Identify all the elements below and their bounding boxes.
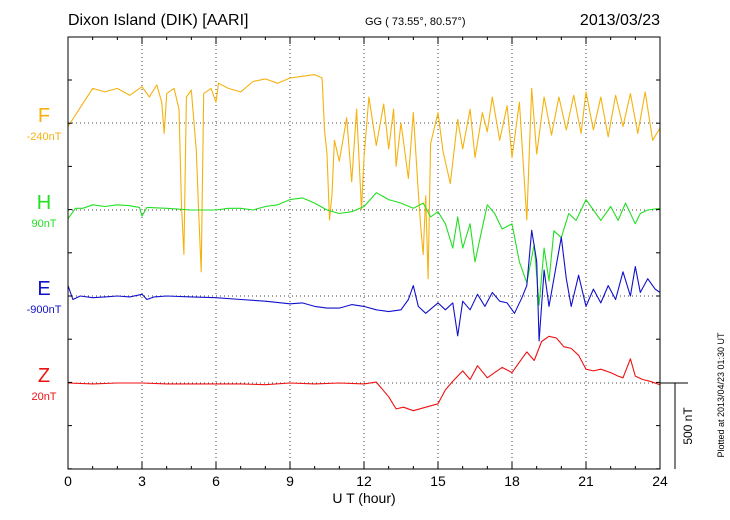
- scale-bar: 500 nT: [660, 382, 695, 469]
- x-tick-label: 18: [504, 473, 520, 489]
- scale-bar-label: 500 nT: [681, 407, 695, 445]
- x-tick-label: 0: [64, 473, 72, 489]
- legend-offset-z: 20nT: [31, 391, 56, 403]
- grid: [68, 37, 660, 469]
- x-axis-ticks: 0 3 6 9 12 15 18 21 24: [64, 37, 668, 489]
- x-tick-label: 3: [138, 473, 146, 489]
- series-line-e: [67, 229, 661, 342]
- series-lines: [67, 74, 661, 412]
- station-coordinates: GG ( 73.55°, 80.57°): [365, 16, 466, 28]
- x-tick-label: 15: [430, 473, 446, 489]
- x-tick-label: 6: [212, 473, 220, 489]
- x-tick-label: 24: [652, 473, 668, 489]
- legend-letter-e: E: [37, 278, 50, 300]
- station-title: Dixon Island (DIK) [AARI]: [68, 12, 249, 29]
- series-line-z: [67, 335, 661, 412]
- legend-offset-h: 90nT: [31, 218, 56, 230]
- legend-letter-z: Z: [38, 365, 50, 387]
- x-tick-label: 21: [578, 473, 594, 489]
- legend-offset-f: -240nT: [27, 131, 62, 143]
- x-tick-label: 12: [356, 473, 372, 489]
- legend-letter-f: F: [38, 105, 50, 127]
- series-legend: F -240nT H 90nT E -900nT Z 20nT: [27, 105, 62, 403]
- legend-offset-e: -900nT: [27, 304, 62, 316]
- series-line-f: [67, 74, 661, 280]
- series-line-h: [67, 192, 661, 306]
- x-tick-label: 9: [286, 473, 294, 489]
- x-axis-label: U T (hour): [332, 490, 395, 506]
- legend-letter-h: H: [37, 192, 51, 214]
- chart-date: 2013/03/23: [580, 12, 660, 29]
- plot-timestamp-note: Plotted at 2013/04/23 01:30 UT: [716, 332, 726, 458]
